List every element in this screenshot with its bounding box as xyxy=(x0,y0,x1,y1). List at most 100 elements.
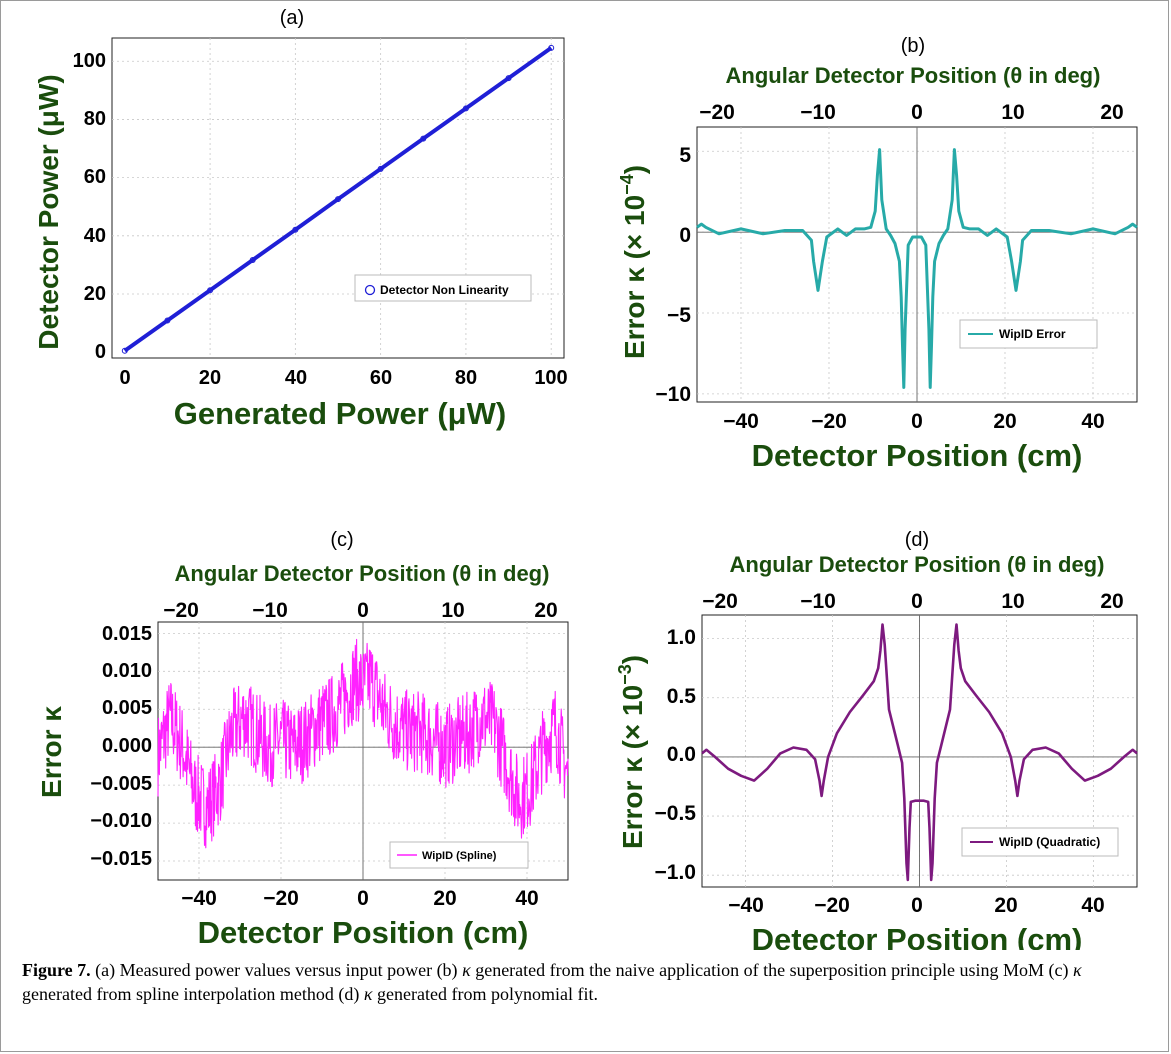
top-tick-label: 0 xyxy=(357,599,369,622)
ylabel-exponent-d: −3 xyxy=(615,664,635,685)
xtick-label: 20 xyxy=(993,410,1016,433)
x-axis-label-a: Generated Power (μW) xyxy=(174,396,506,431)
data-point-a xyxy=(249,256,256,263)
top-ticks-d: −20 −10 0 10 20 xyxy=(702,590,1123,613)
caption-text: generated from polynomial fit. xyxy=(372,984,598,1004)
panel-d: (d) Angular Detector Position (θ in deg)… xyxy=(615,529,1138,950)
caption-lead: Figure 7. xyxy=(22,960,91,980)
y-axis-label-c: Error κ xyxy=(36,706,67,798)
top-tick-label: 0 xyxy=(911,101,923,124)
xticks-a: 0 20 40 60 80 100 xyxy=(119,367,567,389)
xtick-label: 20 xyxy=(994,894,1017,917)
figure-caption: Figure 7. (a) Measured power values vers… xyxy=(22,958,1152,1006)
data-point-a xyxy=(420,135,427,142)
legend-box-a xyxy=(354,274,532,302)
top-tick-label: 10 xyxy=(441,599,464,622)
ylabel-main-d: Error κ (× 10 xyxy=(617,685,648,849)
caption-kappa: κ xyxy=(1073,960,1082,980)
top-axis-label-b: Angular Detector Position (θ in deg) xyxy=(726,63,1101,88)
top-tick-label: −10 xyxy=(800,590,836,613)
panel-label-c: (c) xyxy=(330,529,353,551)
data-point-a xyxy=(335,196,341,203)
top-tick-label: −10 xyxy=(800,101,836,124)
series-b xyxy=(696,148,1138,389)
legend-b: WipID Error xyxy=(959,319,1098,349)
caption-text: generated from the naive application of … xyxy=(470,960,1074,980)
yticks-b: 5 0 −5 −10 xyxy=(655,144,691,406)
grid-d xyxy=(702,615,1137,887)
ytick-label: 0.010 xyxy=(102,660,152,682)
ytick-label: 1.0 xyxy=(667,626,696,649)
ytick-label: 80 xyxy=(84,108,106,130)
x-axis-label-d: Detector Position (cm) xyxy=(752,922,1083,950)
xtick-label: 20 xyxy=(199,367,221,389)
xtick-label: −40 xyxy=(181,887,217,910)
ytick-label: 0.000 xyxy=(102,735,152,757)
top-axis-label-d: Angular Detector Position (θ in deg) xyxy=(730,552,1105,577)
ytick-label: −0.5 xyxy=(655,802,697,825)
top-tick-label: 10 xyxy=(1001,590,1024,613)
data-line-b xyxy=(696,148,1138,389)
data-point-a xyxy=(164,317,171,324)
xtick-label: −40 xyxy=(728,894,764,917)
top-tick-label: 20 xyxy=(1100,590,1123,613)
top-tick-label: 20 xyxy=(1100,101,1123,124)
caption-text: (a) Measured power values versus input p… xyxy=(90,960,463,980)
y-axis-label-d: Error κ (× 10−3) xyxy=(615,655,648,849)
ytick-label: −0.015 xyxy=(90,848,152,870)
top-tick-label: −20 xyxy=(699,101,735,124)
data-point-a xyxy=(462,105,469,112)
legend-label-b: WipID Error xyxy=(999,327,1066,341)
top-tick-label: 10 xyxy=(1001,101,1024,124)
panel-label-d: (d) xyxy=(905,529,929,551)
legend-label-c: WipID (Spline) xyxy=(422,850,497,862)
xtick-label: 0 xyxy=(357,887,369,910)
x-axis-label-c: Detector Position (cm) xyxy=(198,915,529,950)
xtick-label: 0 xyxy=(911,894,923,917)
data-point-a xyxy=(207,287,214,294)
figure-canvas: (a) 0 20 40 60 80 100 0 20 40 60 80 100 … xyxy=(33,7,1138,950)
data-point-a xyxy=(121,347,128,354)
xtick-label: 40 xyxy=(285,367,307,389)
xticks-b: −40 −20 0 20 40 xyxy=(723,410,1104,433)
legend-d: WipID (Quadratic) xyxy=(961,827,1119,857)
data-point-a xyxy=(548,44,555,51)
xtick-label: −20 xyxy=(814,894,850,917)
panel-label-a: (a) xyxy=(280,7,304,29)
ytick-label: 100 xyxy=(73,50,106,72)
legend-label-a: Detector Non Linearity xyxy=(380,283,509,297)
data-line-a xyxy=(123,46,553,353)
data-point-a xyxy=(505,75,512,82)
legend-marker-a xyxy=(364,284,376,296)
top-ticks-c: −20 −10 0 10 20 xyxy=(163,599,557,622)
data-line-c xyxy=(157,638,569,849)
panel-a: (a) 0 20 40 60 80 100 0 20 40 60 80 100 … xyxy=(33,7,568,431)
panel-c: (c) Angular Detector Position (θ in deg)… xyxy=(36,529,569,950)
top-ticks-b: −20 −10 0 10 20 xyxy=(699,101,1123,124)
top-tick-label: 0 xyxy=(911,590,923,613)
ytick-label: −5 xyxy=(667,304,691,327)
legend-label-d: WipID (Quadratic) xyxy=(999,835,1100,849)
series-c xyxy=(157,638,569,849)
data-point-a xyxy=(292,226,299,233)
data-line-d xyxy=(701,623,1138,882)
xtick-label: 80 xyxy=(455,367,477,389)
x-axis-label-b: Detector Position (cm) xyxy=(752,438,1083,473)
ytick-label: 0.005 xyxy=(102,697,152,719)
caption-kappa: κ xyxy=(363,984,373,1004)
ytick-label: 20 xyxy=(84,283,106,305)
xtick-label: −40 xyxy=(723,410,759,433)
grid-b xyxy=(697,127,1137,402)
ytick-label: 0.5 xyxy=(667,685,697,708)
ytick-label: −10 xyxy=(655,383,691,406)
y-axis-label-a: Detector Power (μW) xyxy=(33,74,64,349)
caption-kappa: κ xyxy=(462,960,471,980)
top-tick-label: −20 xyxy=(163,599,199,622)
xtick-label: −20 xyxy=(811,410,847,433)
caption-text: generated from spline interpolation meth… xyxy=(22,984,364,1004)
ylabel-exponent-b: −4 xyxy=(617,174,637,195)
panel-label-b: (b) xyxy=(901,35,925,57)
legend-c: WipID (Spline) xyxy=(389,841,529,869)
ytick-label: 0.015 xyxy=(102,623,152,645)
